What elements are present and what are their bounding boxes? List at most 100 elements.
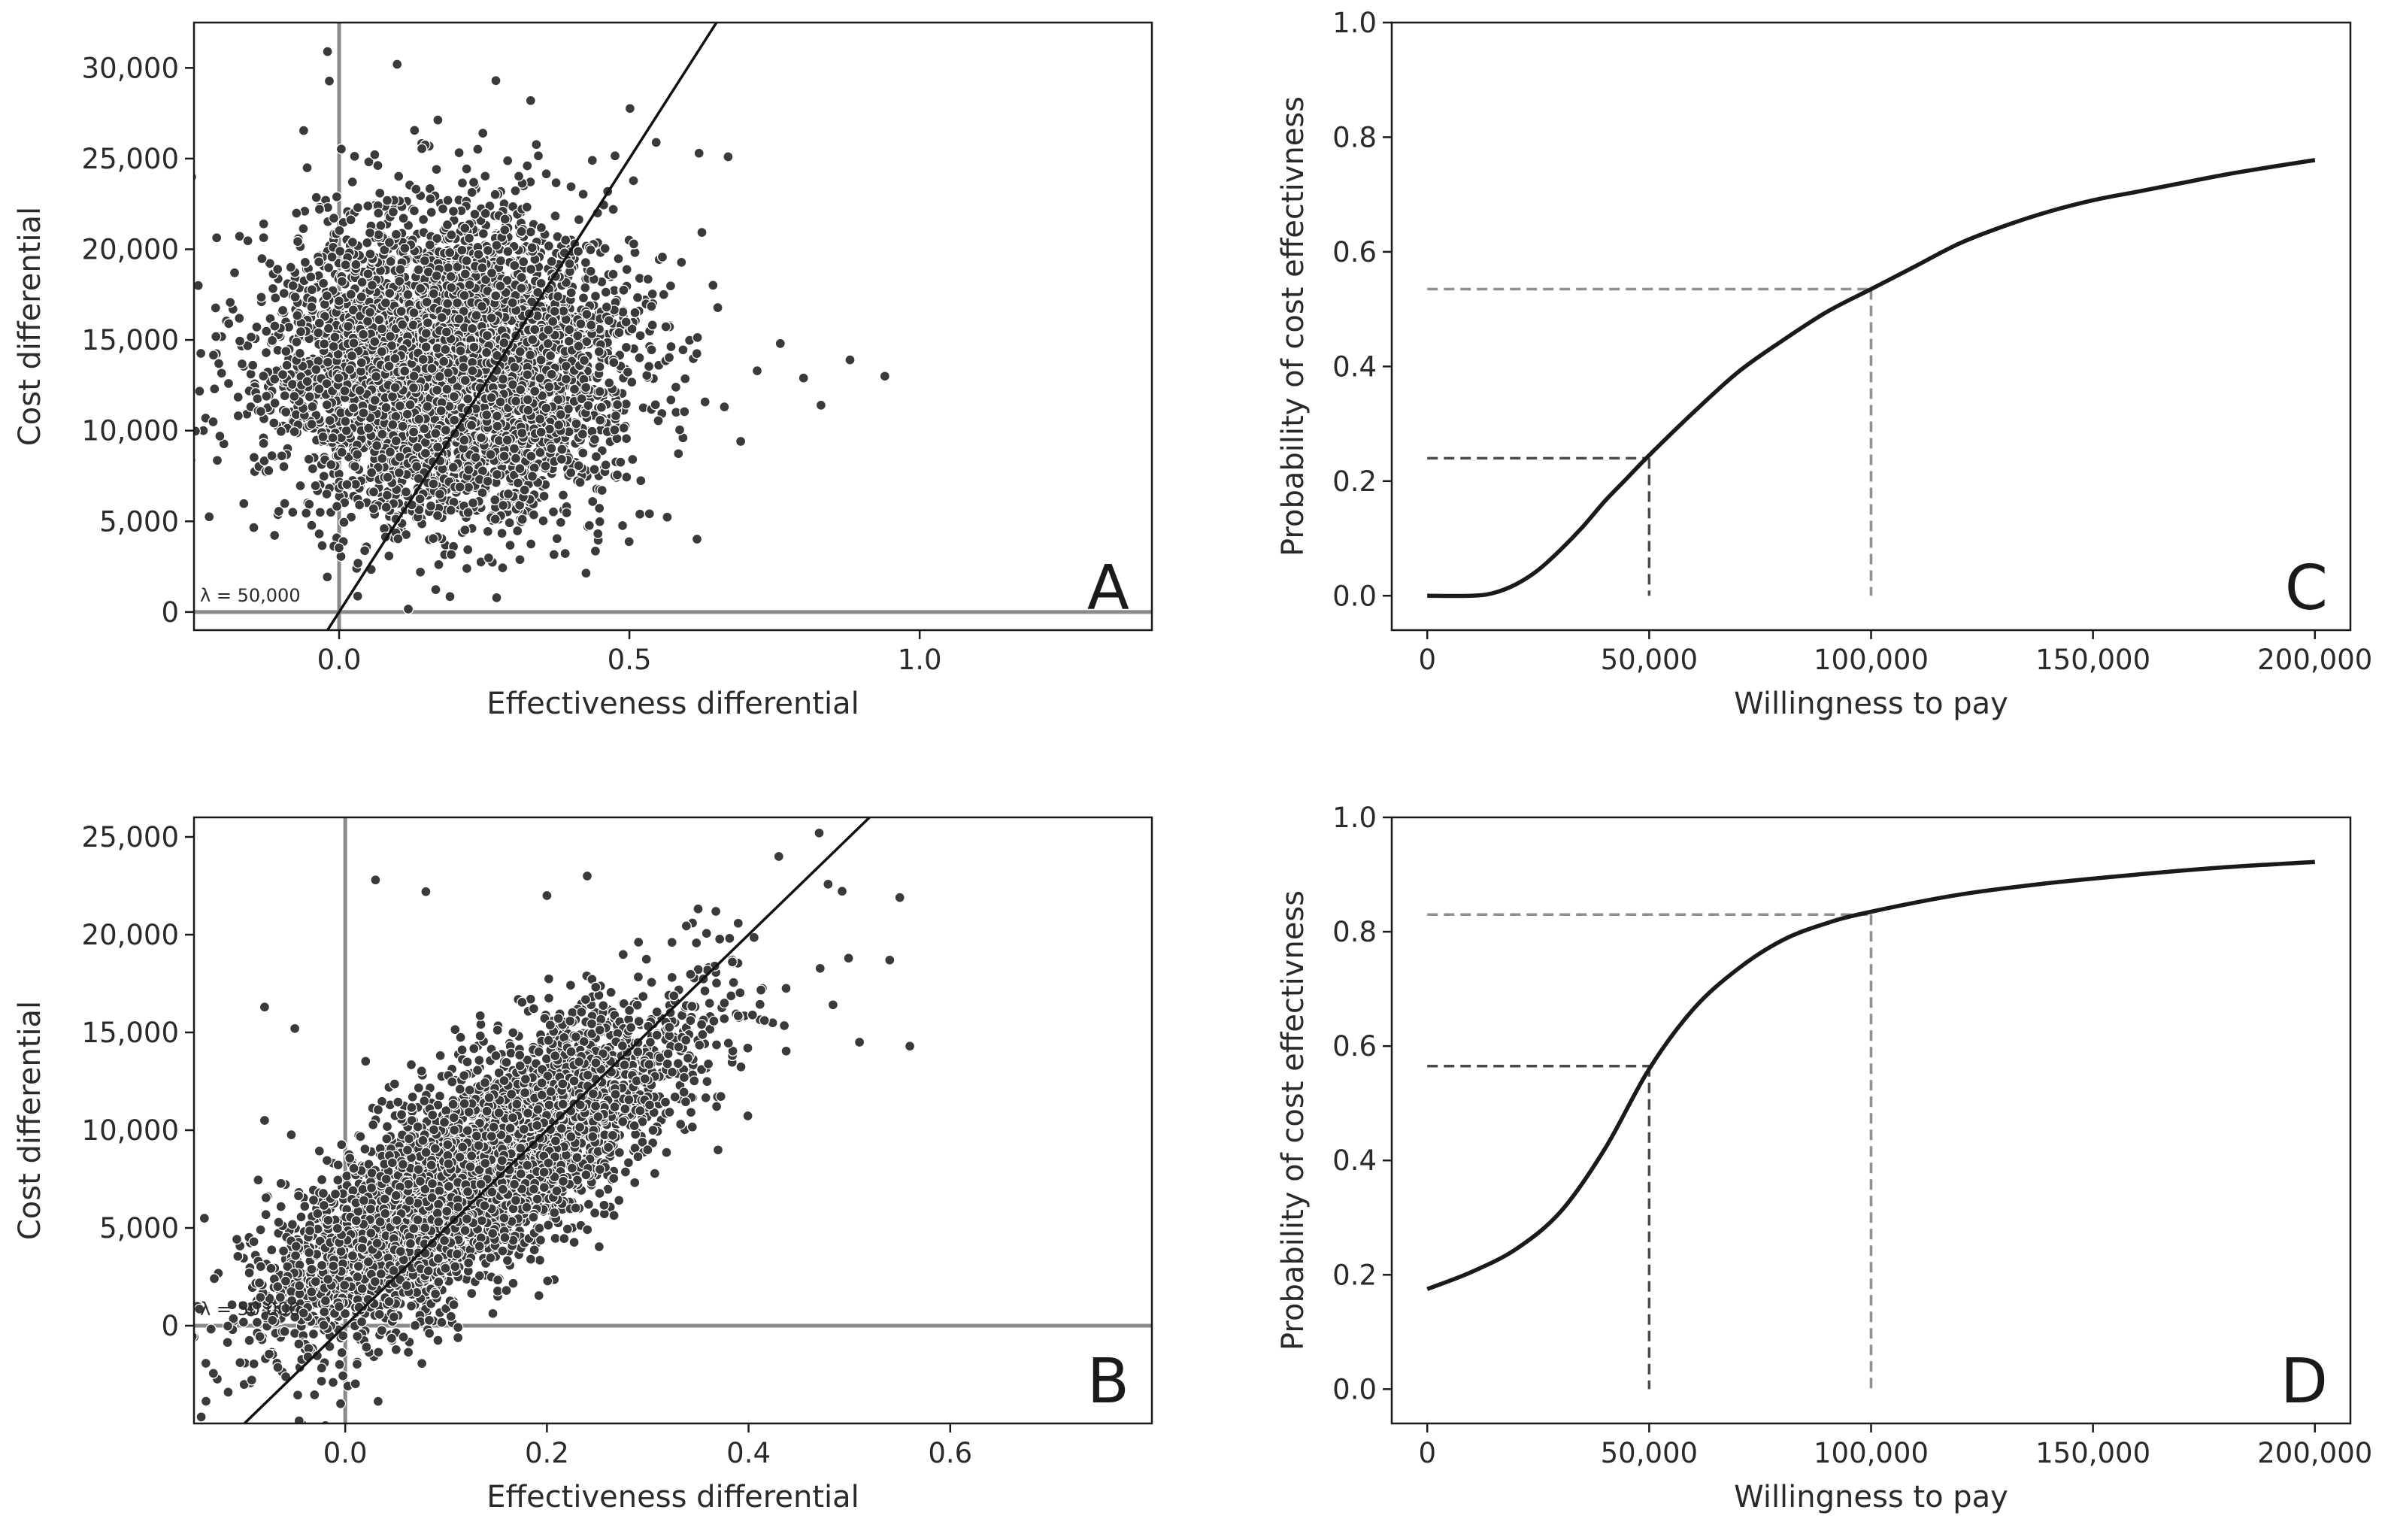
scatter-point [600,459,611,471]
scatter-point [653,415,664,426]
scatter-point [621,264,632,275]
scatter-point [386,391,399,402]
scatter-point [646,344,657,356]
scatter-point [594,516,605,527]
scatter-point [326,251,338,262]
scatter-point [608,356,620,368]
scatter-point [495,280,506,292]
scatter-point [295,480,306,492]
scatter-point [491,411,503,422]
scatter-point [580,256,592,268]
scatter-point [428,288,439,299]
scatter-point [408,370,420,382]
scatter-point [255,405,267,417]
scatter-point [641,953,652,965]
scatter-point [532,150,544,162]
scatter-point [490,75,502,86]
scatter-point [463,464,474,475]
scatter-point [531,139,542,150]
scatter-point [365,248,376,259]
scatter-point [480,347,492,359]
scatter-point [490,290,502,302]
scatter-point [543,324,554,335]
scatter-point [399,365,411,377]
scatter-point [735,435,747,447]
scatter-point [577,447,589,459]
scatter-point [459,524,471,536]
scatter-point [641,370,653,381]
scatter-point [432,114,444,126]
y-tick-label: 25,000 [82,143,179,175]
scatter-point [677,344,689,356]
scatter-point [446,282,457,293]
scatter-point [679,406,690,417]
scatter-point [414,493,426,505]
scatter-point [514,554,526,565]
scatter-point [513,171,525,182]
scatter-point [502,246,514,257]
scatter-point [372,159,383,171]
scatter-point [269,397,280,409]
scatter-point [394,275,405,287]
scatter-point [466,186,477,199]
scatter-point [467,365,478,377]
scatter-point [422,317,434,329]
scatter-point [428,532,439,544]
scatter-point [538,490,550,502]
scatter-point [622,366,634,378]
scatter-point [287,280,299,292]
scatter-point [491,592,502,604]
scatter-point [431,270,442,281]
scatter-point [352,202,364,214]
scatter-point [211,232,223,244]
scatter-point [434,371,445,383]
scatter-point [387,419,399,431]
scatter-point [526,242,538,253]
scatter-point [541,168,552,180]
scatter-point [459,223,471,234]
scatter-point [486,267,498,279]
scatter-point [444,591,456,602]
scatter-point [583,400,594,411]
scatter-point [510,396,522,407]
scatter-point [338,517,350,528]
scatter-point [321,378,332,390]
scatter-point [195,347,207,359]
plot-area [194,817,1152,1423]
scatter-point [581,336,592,347]
scatter-point [621,471,632,483]
scatter-point [580,282,591,293]
scatter-point [252,393,263,405]
scatter-point [549,305,560,317]
scatter-point [314,507,326,518]
scatter-point [405,399,416,411]
scatter-point [634,508,646,520]
scatter-point [468,177,480,188]
scatter-point [280,346,292,357]
scatter-point [223,377,235,390]
scatter-point [385,256,396,267]
scatter-point [495,255,507,267]
scatter-point [565,467,577,478]
scatter-point [509,259,520,271]
scatter-point [512,525,523,537]
scatter-point [573,214,585,226]
scatter-point [279,498,290,509]
scatter-point [456,177,468,189]
scatter-point [499,337,510,349]
scatter-point [442,262,454,274]
scatter-point [276,450,287,462]
scatter-point [428,478,439,490]
scatter-point [336,1139,347,1150]
scatter-point [774,338,786,350]
scatter-point [445,505,456,516]
scatter-point [615,456,626,468]
scatter-point [278,287,289,299]
scatter-point [373,208,384,219]
scatter-point [572,330,583,341]
scatter-point [291,336,302,347]
scatter-point [359,545,371,556]
scatter-point [402,603,414,615]
scatter-point [650,137,662,148]
